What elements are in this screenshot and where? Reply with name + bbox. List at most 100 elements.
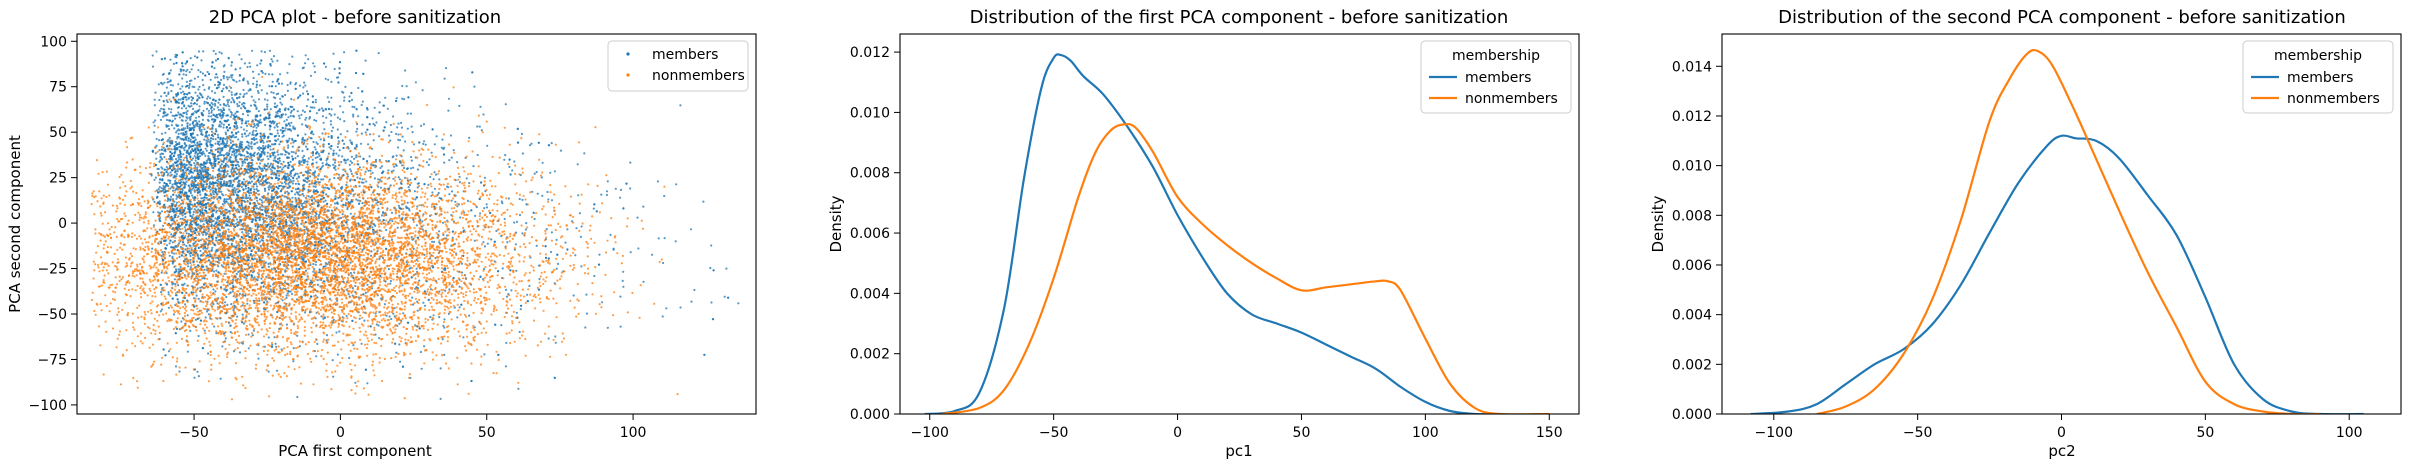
point xyxy=(233,307,236,310)
point xyxy=(365,180,368,183)
point xyxy=(322,200,325,203)
point xyxy=(220,180,223,184)
point xyxy=(416,309,419,312)
point xyxy=(166,199,169,202)
point xyxy=(158,98,161,102)
point xyxy=(258,198,261,201)
point xyxy=(370,147,374,150)
point xyxy=(282,160,285,163)
point xyxy=(253,246,256,249)
point xyxy=(343,51,346,54)
point xyxy=(220,78,223,81)
point xyxy=(278,174,281,177)
point xyxy=(241,135,244,138)
point xyxy=(180,128,183,131)
point xyxy=(213,91,216,94)
point xyxy=(201,78,204,82)
point xyxy=(185,176,188,179)
point xyxy=(193,376,196,379)
point xyxy=(324,199,327,202)
point xyxy=(361,248,364,252)
point xyxy=(155,137,158,141)
point xyxy=(294,188,298,191)
point xyxy=(206,310,209,313)
point xyxy=(259,162,262,165)
point xyxy=(279,166,282,169)
point xyxy=(321,132,324,135)
point xyxy=(192,210,195,213)
point xyxy=(211,124,214,128)
point xyxy=(222,154,225,157)
point xyxy=(321,115,325,118)
point xyxy=(272,55,276,58)
point xyxy=(228,89,231,92)
point xyxy=(432,178,435,181)
point xyxy=(223,158,226,162)
point xyxy=(160,271,163,274)
point xyxy=(258,240,262,243)
point xyxy=(219,377,222,380)
point xyxy=(187,86,191,89)
point xyxy=(355,156,358,159)
point xyxy=(260,169,263,173)
point xyxy=(580,265,583,268)
point xyxy=(210,111,213,114)
point xyxy=(528,284,531,288)
point xyxy=(202,233,205,236)
point xyxy=(328,112,331,115)
point xyxy=(199,155,202,158)
point xyxy=(191,64,194,67)
point xyxy=(348,356,351,360)
point xyxy=(295,191,298,194)
point xyxy=(245,195,248,198)
point xyxy=(253,168,256,171)
point xyxy=(260,137,263,140)
point xyxy=(439,397,442,400)
point xyxy=(182,250,185,253)
point xyxy=(423,140,426,143)
point xyxy=(253,136,256,139)
point xyxy=(237,138,240,141)
point xyxy=(182,159,185,162)
point xyxy=(343,142,346,145)
point xyxy=(224,131,227,134)
point xyxy=(195,205,198,208)
point xyxy=(153,98,156,101)
point xyxy=(606,180,609,183)
point xyxy=(269,168,272,171)
point xyxy=(504,154,507,157)
point xyxy=(216,140,219,143)
point xyxy=(232,147,235,150)
point xyxy=(434,256,437,260)
point xyxy=(342,111,345,114)
point xyxy=(343,96,346,99)
point xyxy=(292,151,295,154)
point xyxy=(689,228,693,231)
point xyxy=(267,157,270,161)
point xyxy=(386,107,389,110)
point xyxy=(162,224,165,227)
point xyxy=(555,238,558,241)
point xyxy=(263,301,266,304)
point xyxy=(178,370,181,373)
point xyxy=(261,201,264,204)
point xyxy=(507,197,510,200)
point xyxy=(398,178,401,181)
point xyxy=(363,319,366,322)
point xyxy=(202,247,205,250)
point xyxy=(257,237,260,240)
point xyxy=(165,118,169,122)
point xyxy=(270,91,273,94)
point xyxy=(179,98,182,101)
point xyxy=(404,176,407,179)
point xyxy=(483,245,487,248)
point xyxy=(184,119,187,122)
point xyxy=(576,163,579,166)
point xyxy=(256,123,259,126)
point xyxy=(197,297,200,300)
point xyxy=(175,197,178,200)
point xyxy=(210,109,213,112)
point xyxy=(303,158,307,162)
point xyxy=(326,96,329,99)
point xyxy=(202,109,205,112)
